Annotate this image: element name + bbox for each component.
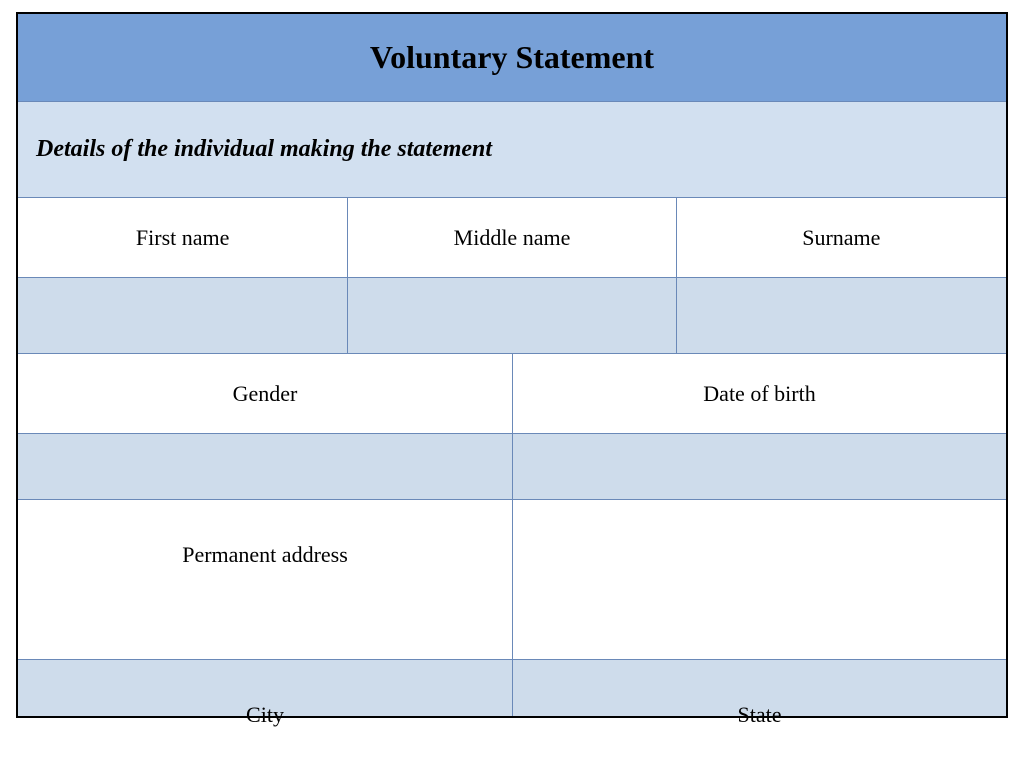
- surname-label-cell: Surname: [677, 198, 1006, 278]
- gender-label: Gender: [233, 381, 298, 407]
- city-label-cell: City: [18, 660, 512, 716]
- dob-label: Date of birth: [703, 381, 815, 407]
- city-label: City: [246, 702, 284, 728]
- gender-dob-labels-row: Gender Date of birth: [18, 354, 1006, 434]
- form-title: Voluntary Statement: [370, 39, 654, 76]
- gender-dob-inputs-row: [18, 434, 1006, 500]
- gender-input[interactable]: [18, 434, 512, 500]
- name-labels-row: First name Middle name Surname: [18, 198, 1006, 278]
- middle-name-label-cell: Middle name: [347, 198, 676, 278]
- permanent-address-label-cell: Permanent address: [18, 500, 512, 660]
- address-row: Permanent address: [18, 500, 1006, 660]
- city-state-labels-row: City State: [18, 660, 1006, 716]
- name-inputs-row: [18, 278, 1006, 354]
- dob-input[interactable]: [512, 434, 1006, 500]
- first-name-label-cell: First name: [18, 198, 347, 278]
- section-header-row: Details of the individual making the sta…: [18, 102, 1006, 198]
- first-name-input[interactable]: [18, 278, 347, 354]
- dob-label-cell: Date of birth: [512, 354, 1006, 434]
- form-title-row: Voluntary Statement: [18, 14, 1006, 102]
- permanent-address-input[interactable]: [512, 500, 1006, 660]
- first-name-label: First name: [136, 225, 230, 251]
- voluntary-statement-form: Voluntary Statement Details of the indiv…: [16, 12, 1008, 718]
- middle-name-label: Middle name: [454, 225, 571, 251]
- gender-label-cell: Gender: [18, 354, 512, 434]
- section-header: Details of the individual making the sta…: [36, 136, 492, 163]
- permanent-address-label: Permanent address: [182, 542, 348, 568]
- state-label-cell: State: [512, 660, 1006, 716]
- surname-input[interactable]: [677, 278, 1006, 354]
- state-label: State: [738, 702, 782, 728]
- surname-label: Surname: [802, 225, 880, 251]
- middle-name-input[interactable]: [347, 278, 676, 354]
